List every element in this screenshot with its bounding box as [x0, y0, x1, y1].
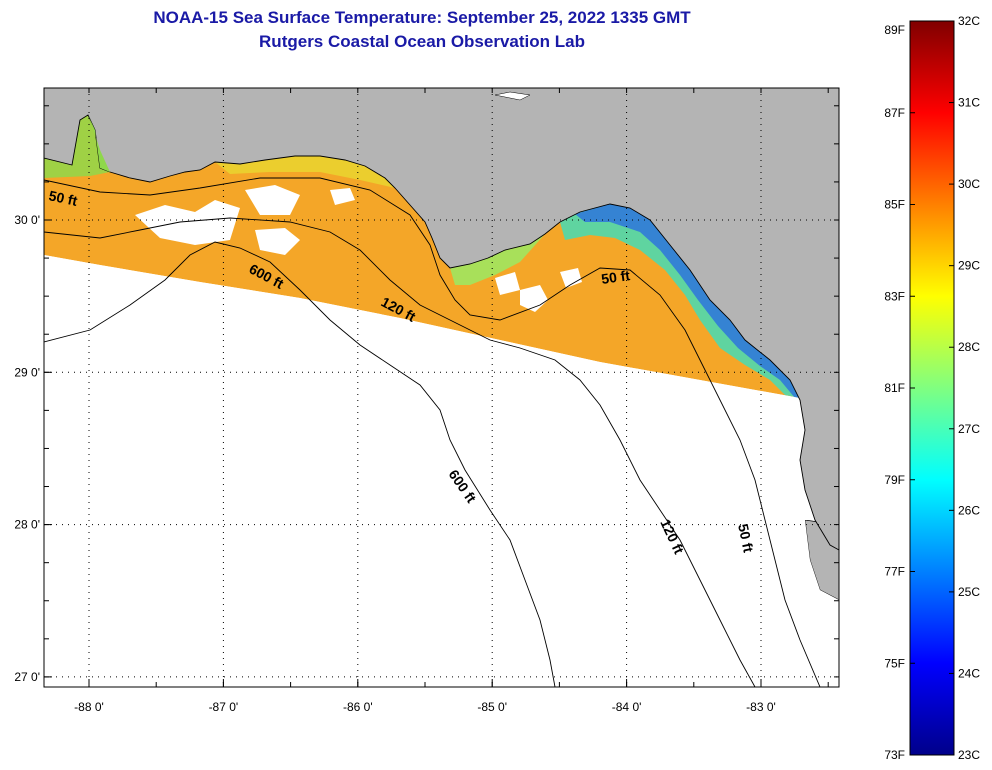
graticule [44, 88, 839, 687]
ocean-no-data [44, 255, 839, 687]
y-tick-label: 29 0' [14, 365, 40, 379]
colorbar-c-label: 30C [958, 177, 980, 191]
bay-mobile [88, 115, 110, 172]
contour-label-50ft-south: 50 ft [735, 522, 757, 554]
lake-north [494, 91, 531, 101]
colorbar-c-label: 32C [958, 14, 980, 28]
colorbar-f-label: 81F [884, 381, 905, 395]
colorbar-c-label: 26C [958, 503, 980, 517]
colorbar-f-label: 89F [884, 23, 905, 37]
contour-600ft [44, 241, 556, 687]
map-subtitle: Rutgers Coastal Ocean Observation Lab [259, 32, 585, 51]
cloud-gaps [135, 185, 582, 312]
colorbar-c-label: 23C [958, 748, 980, 762]
contour-120ft [44, 217, 756, 687]
land-overlay [44, 88, 839, 551]
colorbar-fahrenheit-labels: 89F 87F 85F 83F 81F 79F 77F 75F 73F [884, 20, 915, 762]
x-tick-label: -84 0' [612, 700, 642, 714]
y-tick-label: 28 0' [14, 518, 40, 532]
contour-label-50ft-east: 50 ft [600, 267, 631, 287]
x-tick-label: -88 0' [74, 700, 104, 714]
y-tick-label: 27 0' [14, 670, 40, 684]
sst-nearshore-cold [575, 204, 800, 398]
colorbar-c-label: 24C [958, 666, 980, 680]
colorbar-f-label: 75F [884, 656, 905, 670]
x-tick-label: -85 0' [477, 700, 507, 714]
sst-swath-warm [44, 115, 800, 398]
colorbar-f-label: 77F [884, 565, 905, 579]
x-tick-label: -86 0' [343, 700, 373, 714]
colorbar-scale [909, 20, 955, 756]
map-axes: -88 0' -87 0' -86 0' -85 0' -84 0' -83 0' 30 0… [14, 88, 839, 714]
colorbar-c-label: 25C [958, 585, 980, 599]
contour-label-50ft-west: 50 ft [47, 187, 79, 209]
bathymetry-contours [44, 177, 821, 687]
x-tick-label: -87 0' [209, 700, 239, 714]
colorbar-f-label: 85F [884, 198, 905, 212]
colorbar-c-label: 28C [958, 340, 980, 354]
colorbar-celsius-labels: 32C 31C 30C 29C 28C 27C 26C 25C 24C 23C [949, 14, 980, 762]
colorbar-f-label: 79F [884, 473, 905, 487]
map-area [44, 88, 839, 687]
map-border [43, 87, 840, 688]
colorbar-f-label: 83F [884, 289, 905, 303]
x-tick-label: -83 0' [746, 700, 776, 714]
colorbar: 89F 87F 85F 83F 81F 79F 77F 75F 73F 32C 31C 30C 29C… [884, 14, 980, 762]
colorbar-c-label: 27C [958, 422, 980, 436]
sst-bay-cool [450, 234, 545, 285]
colorbar-f-label: 73F [884, 748, 905, 762]
sst-shelf-mild [215, 156, 395, 188]
colorbar-c-label: 31C [958, 96, 980, 110]
y-tick-label: 30 0' [14, 213, 40, 227]
colorbar-c-label: 29C [958, 259, 980, 273]
map-title: NOAA-15 Sea Surface Temperature: Septemb… [153, 8, 691, 27]
contour-50ft [44, 177, 821, 687]
colorbar-f-label: 87F [884, 106, 905, 120]
